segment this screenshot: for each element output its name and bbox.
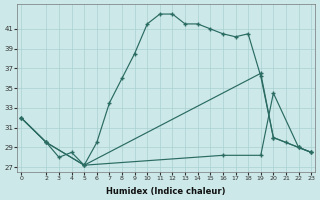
X-axis label: Humidex (Indice chaleur): Humidex (Indice chaleur) bbox=[107, 187, 226, 196]
